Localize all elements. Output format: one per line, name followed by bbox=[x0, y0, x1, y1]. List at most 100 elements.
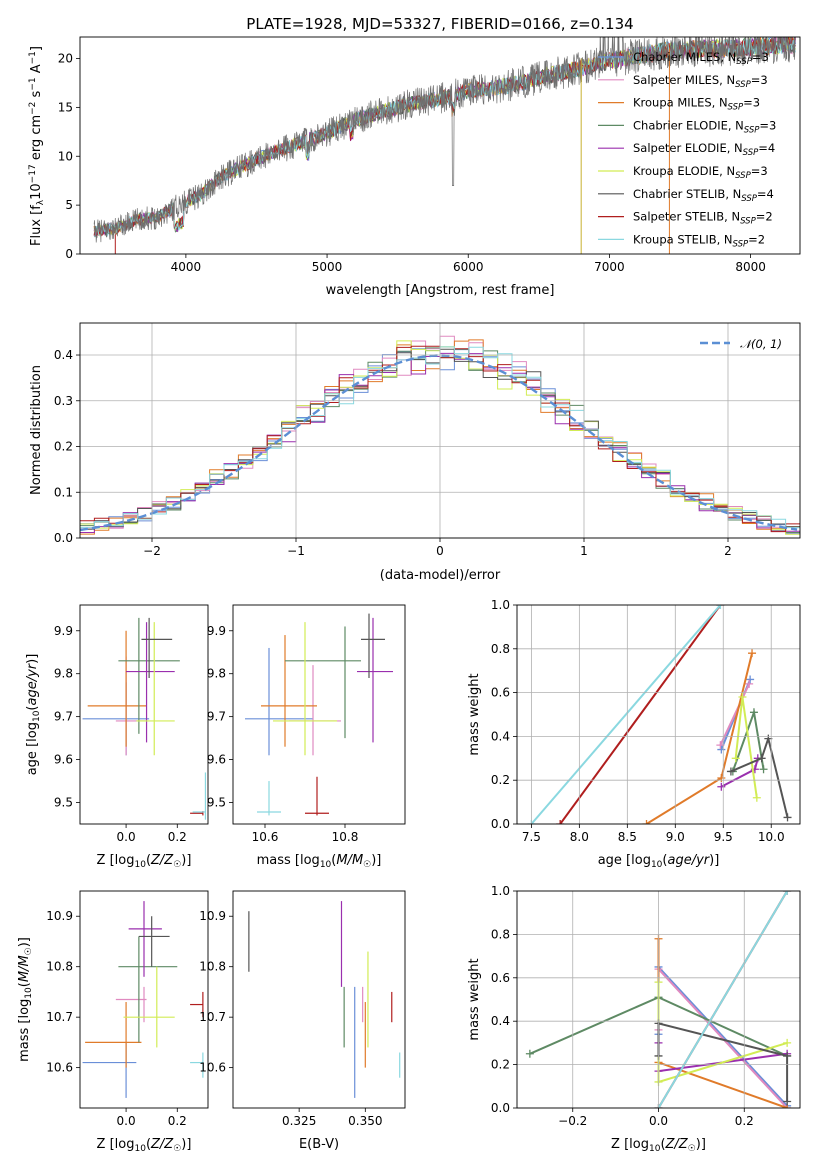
x-tick-label: −1 bbox=[287, 544, 305, 558]
weight-series bbox=[719, 683, 751, 746]
x-tick-label: 8.5 bbox=[618, 830, 637, 844]
y-tick-label: 1.0 bbox=[491, 598, 510, 612]
legend: 𝒩(0, 1) bbox=[700, 337, 782, 351]
weight-series bbox=[657, 938, 788, 1108]
legend: Chabrier MILES, NSSP=3 Salpeter MILES, NS… bbox=[598, 50, 776, 249]
y-tick-label: 0.2 bbox=[54, 440, 73, 454]
model-spectrum bbox=[93, 37, 796, 237]
weight-series bbox=[657, 982, 788, 1084]
y-tick-label: 9.6 bbox=[54, 753, 73, 767]
axes-spectrum: 4000 5000 6000 7000 8000 0 5 10 15 20 wavelength [… bbox=[28, 36, 801, 298]
y-tick-label: 0.8 bbox=[491, 642, 510, 656]
x-tick-label: 0.2 bbox=[168, 1114, 187, 1128]
y-tick-label: 10.8 bbox=[199, 960, 226, 974]
y-tick-label: 0.2 bbox=[491, 773, 510, 787]
x-axis-label: Z [log10(Z/Z☉)] bbox=[97, 1137, 192, 1154]
weight-marker bbox=[752, 793, 761, 802]
y-tick-label: 15 bbox=[58, 100, 73, 114]
weight-marker bbox=[749, 708, 758, 717]
model-spectrum bbox=[93, 37, 796, 237]
errorbar-point bbox=[357, 617, 393, 743]
y-tick-label: 9.7 bbox=[54, 710, 73, 724]
x-tick-label: 4000 bbox=[171, 260, 202, 274]
x-tick-label: 8000 bbox=[735, 260, 766, 274]
axes-weight-vs-age: 7.5 8.0 8.5 9.0 9.5 10.0 0.0 0.2 0.4 0.6 0.8 1.0 age… bbox=[467, 598, 801, 870]
x-tick-label: 6000 bbox=[453, 260, 484, 274]
weight-series bbox=[657, 966, 788, 1108]
x-tick-label: 0.0 bbox=[117, 1114, 136, 1128]
weight-series bbox=[645, 652, 753, 824]
weight-marker bbox=[726, 767, 735, 776]
weight-marker bbox=[525, 1049, 534, 1058]
y-tick-label: 0.4 bbox=[54, 348, 73, 362]
model-spectrum bbox=[93, 37, 796, 237]
y-tick-label: 0.3 bbox=[54, 394, 73, 408]
y-tick-label: 0.4 bbox=[491, 729, 510, 743]
weight-marker bbox=[556, 820, 565, 824]
x-tick-label: 7.5 bbox=[522, 830, 541, 844]
legend-entry: Kroupa MILES, NSSP=3 bbox=[633, 96, 760, 113]
legend-entry: Kroupa ELODIE, NSSP=3 bbox=[633, 164, 768, 181]
y-tick-label: 9.5 bbox=[207, 796, 226, 810]
y-tick-label: 0.0 bbox=[491, 1101, 510, 1115]
errorbar-point bbox=[82, 1042, 137, 1098]
y-tick-label: 1.0 bbox=[491, 884, 510, 898]
normal-reference-curve bbox=[80, 354, 798, 532]
weight-marker bbox=[759, 765, 768, 774]
y-tick-label: 10.7 bbox=[199, 1010, 226, 1024]
legend-entry: Chabrier ELODIE, NSSP=3 bbox=[633, 118, 776, 135]
y-tick-label: 0.0 bbox=[491, 817, 510, 831]
y-axis-label: mass weight bbox=[467, 958, 482, 1040]
weight-marker bbox=[748, 649, 757, 658]
weight-marker bbox=[745, 679, 754, 688]
weight-marker bbox=[717, 782, 726, 791]
weight-marker bbox=[716, 605, 725, 609]
weight-marker bbox=[642, 820, 651, 824]
x-axis-label: age [log10(age/yr)] bbox=[598, 853, 720, 870]
y-tick-label: 0 bbox=[65, 247, 73, 261]
x-axis-label: (data-model)/error bbox=[380, 568, 501, 583]
y-tick-label: 0.8 bbox=[491, 927, 510, 941]
y-axis-label: mass [log10(M/M☉)] bbox=[17, 937, 34, 1062]
y-tick-label: 10.6 bbox=[199, 1061, 226, 1075]
y-tick-label: 9.8 bbox=[207, 667, 226, 681]
y-tick-label: 0.0 bbox=[54, 531, 73, 545]
axes-frame bbox=[232, 604, 406, 825]
errorbar-point bbox=[285, 626, 361, 739]
weight-marker bbox=[783, 813, 792, 822]
y-tick-label: 0.4 bbox=[491, 1014, 510, 1028]
weight-marker bbox=[731, 754, 740, 763]
y-tick-label: 9.8 bbox=[54, 667, 73, 681]
y-axis-label: Flux [fλ10−17 erg cm−2 s−1 A−1] bbox=[28, 46, 46, 246]
model-spectrum bbox=[93, 37, 796, 238]
errorbar-point bbox=[115, 986, 147, 1023]
axes-frame bbox=[79, 604, 209, 825]
weight-marker bbox=[783, 1097, 792, 1106]
errorbar-point bbox=[361, 613, 385, 678]
axes-mass-vs-ebv: 0.325 0.350 10.6 10.7 10.8 10.9 E(B-V) bbox=[199, 890, 406, 1152]
x-tick-label: −0.2 bbox=[558, 1114, 587, 1128]
errorbar-point bbox=[261, 635, 317, 747]
x-tick-label: 7000 bbox=[594, 260, 625, 274]
x-tick-label: 10.8 bbox=[332, 830, 359, 844]
x-tick-label: −2 bbox=[143, 544, 161, 558]
model-spectrum bbox=[93, 37, 796, 238]
x-tick-label: 10.6 bbox=[252, 830, 279, 844]
x-tick-label: 2 bbox=[724, 544, 732, 558]
y-tick-label: 0.6 bbox=[491, 686, 510, 700]
axes-residuals: −2 −1 0 1 2 0.0 0.1 0.2 0.3 0.4 (data-model)/error… bbox=[29, 322, 801, 583]
y-tick-label: 10.9 bbox=[46, 909, 73, 923]
x-tick-label: 0.350 bbox=[348, 1114, 382, 1128]
y-tick-label: 0.6 bbox=[491, 971, 510, 985]
errorbar-point bbox=[118, 936, 178, 1043]
errorbar-point bbox=[190, 991, 204, 1018]
y-axis-label: age [log10(age/yr)] bbox=[25, 654, 42, 776]
plot-area bbox=[248, 901, 401, 1098]
y-tick-label: 10.8 bbox=[46, 960, 73, 974]
errorbar-point bbox=[87, 630, 147, 747]
y-tick-label: 9.9 bbox=[207, 624, 226, 638]
x-tick-label: 5000 bbox=[312, 260, 343, 274]
plot-area bbox=[80, 335, 800, 535]
legend-entry: Salpeter STELIB, NSSP=2 bbox=[633, 210, 773, 227]
x-axis-label: mass [log10(M/M☉)] bbox=[257, 853, 382, 870]
